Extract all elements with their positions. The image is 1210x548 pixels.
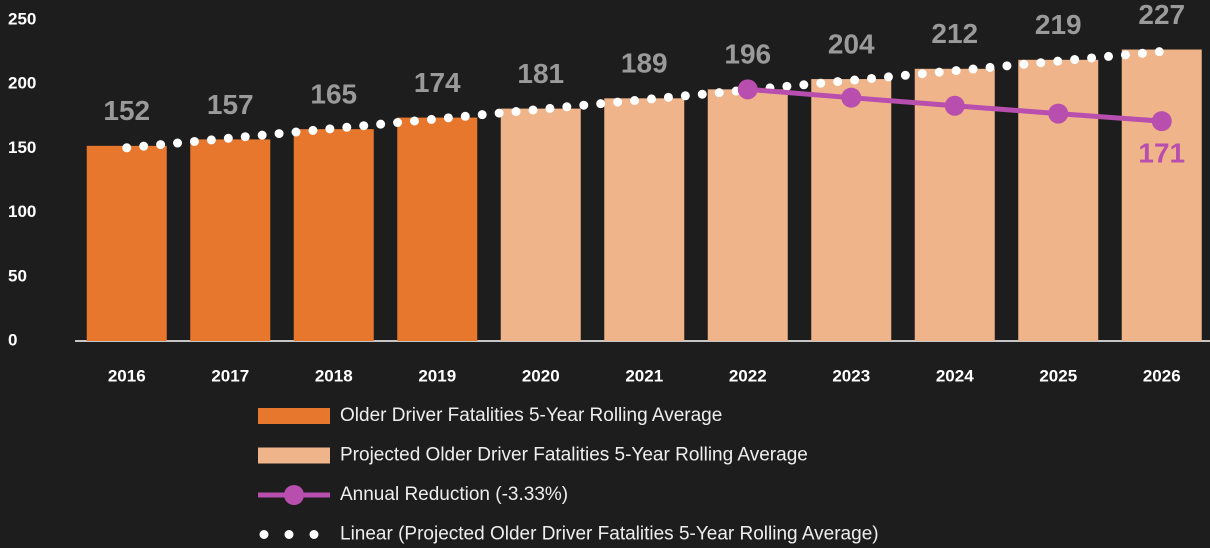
data-label: 171 <box>1138 138 1185 169</box>
data-label: 219 <box>1035 9 1082 40</box>
x-tick-label: 2021 <box>625 366 663 385</box>
data-label: 152 <box>103 95 150 126</box>
x-tick-label: 2018 <box>315 366 353 385</box>
legend-label: Linear (Projected Older Driver Fatalitie… <box>340 524 879 545</box>
legend-swatch <box>258 447 330 464</box>
bar <box>500 108 581 341</box>
bar <box>811 79 892 342</box>
legend-swatch <box>284 485 304 505</box>
data-label: 196 <box>724 39 771 70</box>
y-tick-label: 250 <box>8 9 36 28</box>
legend-label: Projected Older Driver Fatalities 5-Year… <box>340 445 808 466</box>
x-tick-label: 2019 <box>418 366 456 385</box>
bar <box>707 89 788 341</box>
y-tick-label: 100 <box>8 202 36 221</box>
y-tick-label: 150 <box>8 138 36 157</box>
x-tick-label: 2017 <box>211 366 249 385</box>
x-tick-label: 2022 <box>729 366 767 385</box>
data-label: 212 <box>931 18 978 49</box>
x-tick-label: 2025 <box>1039 366 1077 385</box>
x-tick-label: 2023 <box>832 366 870 385</box>
line-point <box>1048 103 1069 124</box>
data-label: 157 <box>207 89 254 120</box>
line-point <box>944 95 965 116</box>
bar <box>86 145 167 341</box>
legend-label: Annual Reduction (-3.33%) <box>340 484 568 505</box>
x-tick-label: 2016 <box>108 366 146 385</box>
line-point <box>1151 111 1172 132</box>
y-tick-label: 50 <box>8 266 27 285</box>
data-label: 227 <box>1138 0 1185 30</box>
data-label: 189 <box>621 48 668 79</box>
data-label: 174 <box>414 67 461 98</box>
y-tick-label: 0 <box>8 330 17 349</box>
data-label: 204 <box>828 28 875 59</box>
x-tick-label: 2026 <box>1143 366 1181 385</box>
y-tick-label: 200 <box>8 74 36 93</box>
legend-swatch <box>258 408 330 424</box>
bar <box>293 129 374 341</box>
line-point <box>737 79 758 100</box>
legend-label: Older Driver Fatalities 5-Year Rolling A… <box>340 405 722 426</box>
line-point <box>841 87 862 108</box>
bar <box>1018 59 1099 341</box>
data-label: 165 <box>310 79 357 110</box>
x-tick-label: 2020 <box>522 366 560 385</box>
trend-line <box>122 46 1167 153</box>
bar <box>604 98 685 341</box>
x-tick-label: 2024 <box>936 366 974 385</box>
bar <box>190 139 271 341</box>
data-label: 181 <box>517 58 564 89</box>
bar <box>1121 49 1202 341</box>
bar <box>397 117 478 341</box>
